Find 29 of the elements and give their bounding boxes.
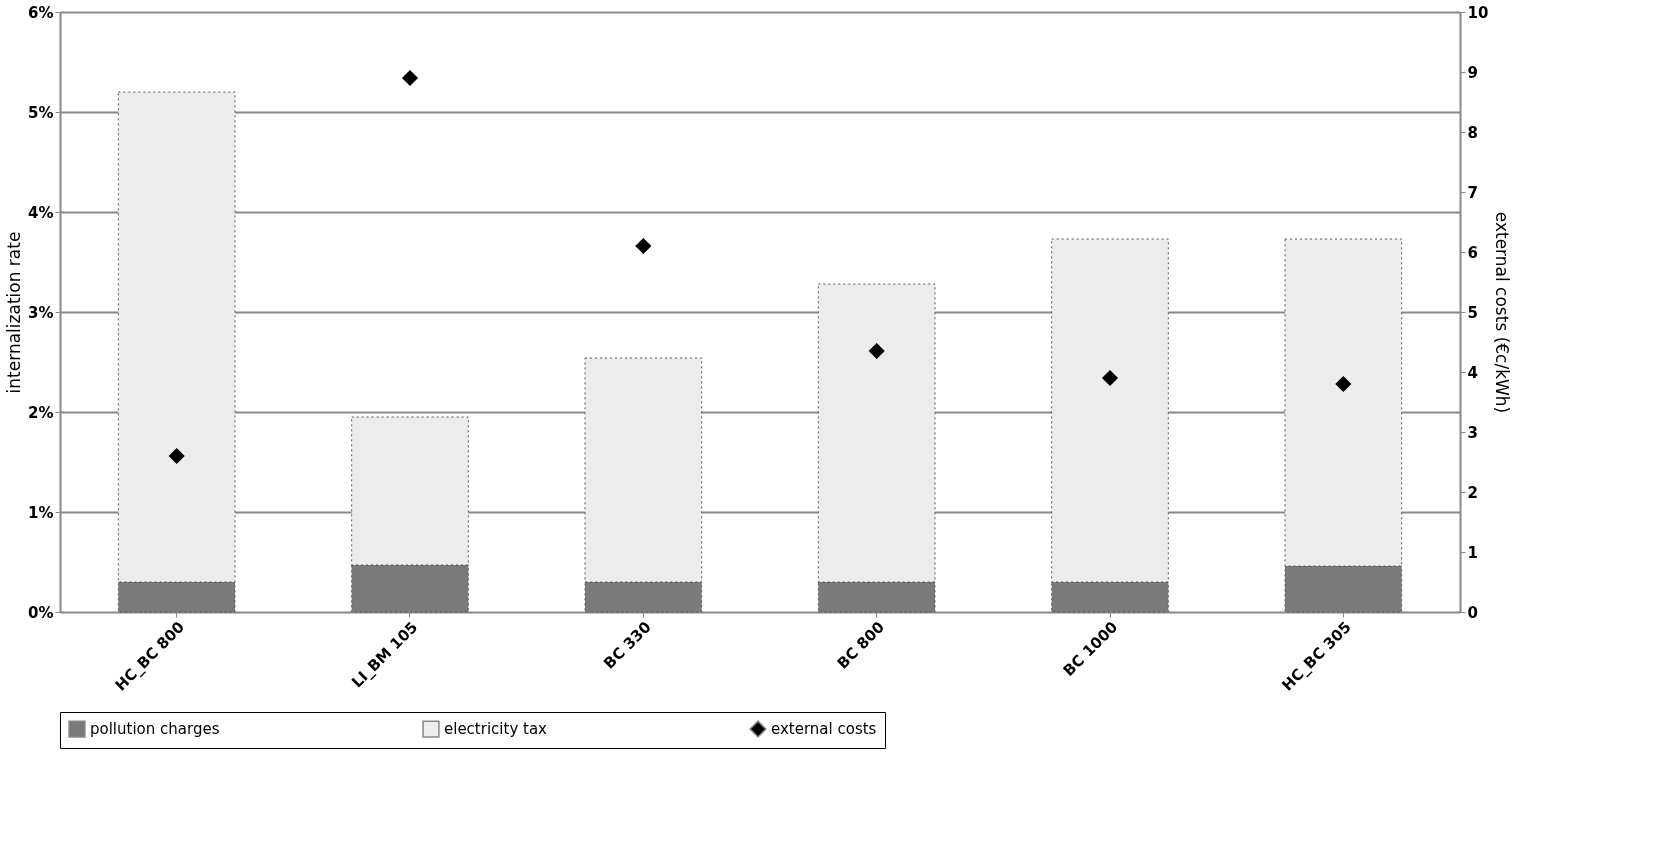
- y2-axis-title: external costs (€c/kWh): [1492, 211, 1513, 414]
- point: [168, 447, 185, 465]
- y-tick-label: 0%: [28, 603, 54, 622]
- y2-tick-label: 4: [1467, 363, 1478, 382]
- y2-tick-label: 7: [1467, 183, 1478, 202]
- y2-tick-label: 3: [1467, 423, 1478, 442]
- y2-tick-label: 0: [1467, 603, 1478, 622]
- y-tick-label: 6%: [28, 3, 54, 22]
- y2-tick-label: 1: [1467, 543, 1478, 562]
- legend-label: external costs: [771, 720, 877, 739]
- legend-label: electricity tax: [444, 720, 548, 739]
- y2-tick-label: 6: [1467, 243, 1478, 262]
- y-tick-label: 1%: [28, 503, 54, 522]
- y-tick-label: 2%: [28, 403, 54, 422]
- y2-tick-label: 2: [1467, 483, 1478, 502]
- y-tick-label: 5%: [28, 103, 54, 122]
- point: [1101, 369, 1119, 387]
- point: [1335, 375, 1352, 393]
- y2-tick-label: 5: [1467, 303, 1478, 322]
- y2-tick-label: 9: [1467, 63, 1478, 82]
- point: [635, 237, 652, 255]
- legend-label: pollution charges: [90, 720, 220, 739]
- y2-tick-label: 8: [1467, 123, 1478, 142]
- y2-tick-label: 10: [1467, 3, 1489, 22]
- point: [868, 342, 885, 360]
- y-tick-label: 4%: [28, 203, 54, 222]
- y-axis-title: internalization rate: [4, 231, 25, 394]
- y-tick-label: 3%: [28, 303, 54, 322]
- point: [401, 69, 419, 87]
